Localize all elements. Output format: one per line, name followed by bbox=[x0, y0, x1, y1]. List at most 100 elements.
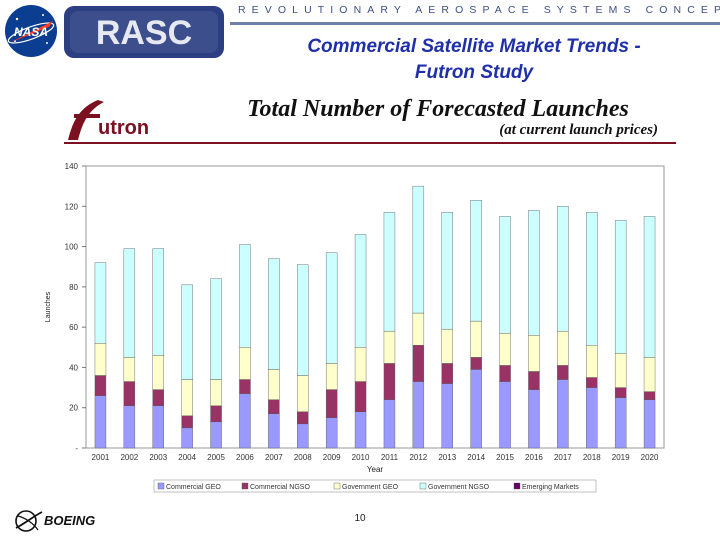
bar-segment-government-ngso bbox=[354, 234, 367, 348]
bar-segment-government-geo bbox=[528, 334, 540, 372]
bar-segment-government-ngso bbox=[325, 252, 338, 364]
legend-swatch bbox=[419, 482, 427, 490]
bar-segment-government-ngso bbox=[123, 248, 136, 358]
bar-segment-commercial-geo bbox=[210, 421, 222, 449]
legend-entry: Government NGSO bbox=[428, 484, 490, 491]
bar-segment-commercial-geo bbox=[586, 387, 598, 449]
bar-segment-government-ngso bbox=[268, 258, 280, 370]
x-tick-label: 2006 bbox=[236, 453, 254, 462]
slide-title-line2: Futron Study bbox=[414, 62, 534, 83]
legend-swatch bbox=[157, 482, 165, 490]
bar-segment-commercial-ngso bbox=[354, 381, 367, 412]
bar-segment-commercial-ngso bbox=[325, 389, 338, 418]
bar-segment-government-ngso bbox=[643, 216, 656, 358]
bar-segment-commercial-ngso bbox=[123, 381, 136, 406]
bar-segment-commercial-ngso bbox=[586, 377, 598, 388]
bar-segment-commercial-geo bbox=[383, 399, 396, 449]
bar-segment-commercial-geo bbox=[643, 399, 656, 449]
bar-segment-commercial-geo bbox=[181, 427, 193, 449]
bar-segment-government-geo bbox=[412, 312, 425, 346]
y-tick-label: 80 bbox=[69, 283, 78, 292]
banner-tagline: REVOLUTIONARY AEROSPACE SYSTEMS CONCEPTS bbox=[238, 4, 720, 16]
bar-segment-government-geo bbox=[470, 320, 482, 358]
header-banner: NASA RASC REVOLUTIONARY AEROSPACE SYSTEM… bbox=[0, 0, 720, 62]
bar-segment-commercial-ngso bbox=[412, 345, 425, 382]
bar-segment-government-ngso bbox=[383, 212, 396, 332]
rasc-label: RASC bbox=[96, 14, 192, 52]
bar-segment-government-geo bbox=[643, 357, 656, 392]
x-tick-label: 2007 bbox=[265, 453, 283, 462]
bar-segment-commercial-geo bbox=[354, 411, 367, 449]
y-tick-label: - bbox=[75, 444, 78, 453]
x-tick-label: 2018 bbox=[583, 453, 601, 462]
bar-segment-government-geo bbox=[354, 347, 367, 382]
futron-label: utron bbox=[98, 117, 149, 139]
x-tick-label: 2020 bbox=[641, 453, 659, 462]
legend-swatch bbox=[333, 482, 341, 490]
y-tick-label: 40 bbox=[69, 363, 78, 372]
bar-segment-commercial-ngso bbox=[528, 371, 540, 390]
x-tick-label: 2013 bbox=[438, 453, 456, 462]
boeing-label: BOEING bbox=[44, 513, 95, 528]
legend-entry: Commercial GEO bbox=[166, 484, 221, 491]
x-tick-label: 2014 bbox=[467, 453, 485, 462]
bar-segment-commercial-geo bbox=[123, 405, 136, 449]
x-tick-label: 2008 bbox=[294, 453, 312, 462]
bar-segment-government-geo bbox=[94, 343, 107, 376]
y-tick-label: 140 bbox=[65, 162, 79, 171]
x-tick-label: 2019 bbox=[612, 453, 630, 462]
bar-segment-government-ngso bbox=[586, 212, 598, 346]
y-tick-label: 120 bbox=[65, 202, 79, 211]
bar-segment-commercial-ngso bbox=[441, 363, 453, 384]
bar-segment-government-ngso bbox=[94, 262, 107, 344]
bar-segment-commercial-geo bbox=[470, 369, 482, 449]
bar-segment-commercial-ngso bbox=[614, 387, 627, 398]
rasc-logo: RASC bbox=[64, 6, 224, 58]
bar-segment-commercial-ngso bbox=[643, 391, 656, 400]
bar-segment-commercial-ngso bbox=[557, 365, 569, 380]
bar-segment-government-geo bbox=[614, 353, 627, 388]
bar-segment-commercial-ngso bbox=[470, 357, 482, 370]
legend-entry: Government GEO bbox=[342, 484, 399, 491]
x-tick-label: 2011 bbox=[381, 453, 399, 462]
x-tick-label: 2017 bbox=[554, 453, 572, 462]
x-axis-label: Year bbox=[367, 465, 384, 474]
bar-segment-government-ngso bbox=[239, 244, 251, 348]
bar-segment-commercial-geo bbox=[557, 379, 569, 449]
bar-segment-government-ngso bbox=[557, 206, 569, 332]
y-tick-label: 20 bbox=[69, 404, 78, 413]
slide-title-line1: Commercial Satellite Market Trends - bbox=[307, 36, 641, 57]
plot-area bbox=[85, 165, 665, 449]
bar-segment-government-ngso bbox=[210, 278, 222, 380]
bar-segment-government-geo bbox=[123, 357, 136, 382]
boeing-logo: BOEING bbox=[15, 510, 95, 532]
bar-segment-government-ngso bbox=[470, 200, 482, 322]
bar-segment-government-geo bbox=[152, 355, 164, 390]
bar-segment-commercial-geo bbox=[325, 417, 338, 449]
bar-segment-commercial-ngso bbox=[383, 363, 396, 400]
bar-segment-commercial-ngso bbox=[268, 399, 280, 414]
bar-segment-commercial-geo bbox=[152, 405, 164, 449]
bar-segment-government-ngso bbox=[297, 264, 309, 376]
bar-segment-government-geo bbox=[441, 328, 453, 364]
bar-segment-government-ngso bbox=[499, 216, 511, 334]
x-tick-label: 2004 bbox=[178, 453, 196, 462]
title-rule bbox=[64, 142, 676, 144]
bar-segment-commercial-ngso bbox=[181, 415, 193, 429]
legend-box bbox=[153, 479, 597, 493]
banner-strip bbox=[230, 0, 720, 25]
x-tick-label: 2005 bbox=[207, 453, 225, 462]
bar-segment-government-ngso bbox=[181, 284, 193, 380]
futron-logo: utron bbox=[68, 100, 149, 140]
bar-segment-government-geo bbox=[383, 330, 396, 364]
bar-segment-government-geo bbox=[557, 330, 569, 366]
bar-segment-commercial-ngso bbox=[297, 411, 309, 425]
bar-segment-government-geo bbox=[210, 379, 222, 406]
launches-chart: - 20 40 60 80 100 120 140 Launches 2001 2002 2003 20… bbox=[45, 162, 665, 493]
bar-segment-government-geo bbox=[499, 332, 511, 366]
bar-segment-commercial-ngso bbox=[499, 365, 511, 382]
legend-entry: Emerging Markets bbox=[522, 484, 579, 491]
chart-title: Total Number of Forecasted Launches bbox=[247, 96, 629, 122]
x-tick-label: 2001 bbox=[92, 453, 110, 462]
x-tick-label: 2003 bbox=[149, 453, 167, 462]
